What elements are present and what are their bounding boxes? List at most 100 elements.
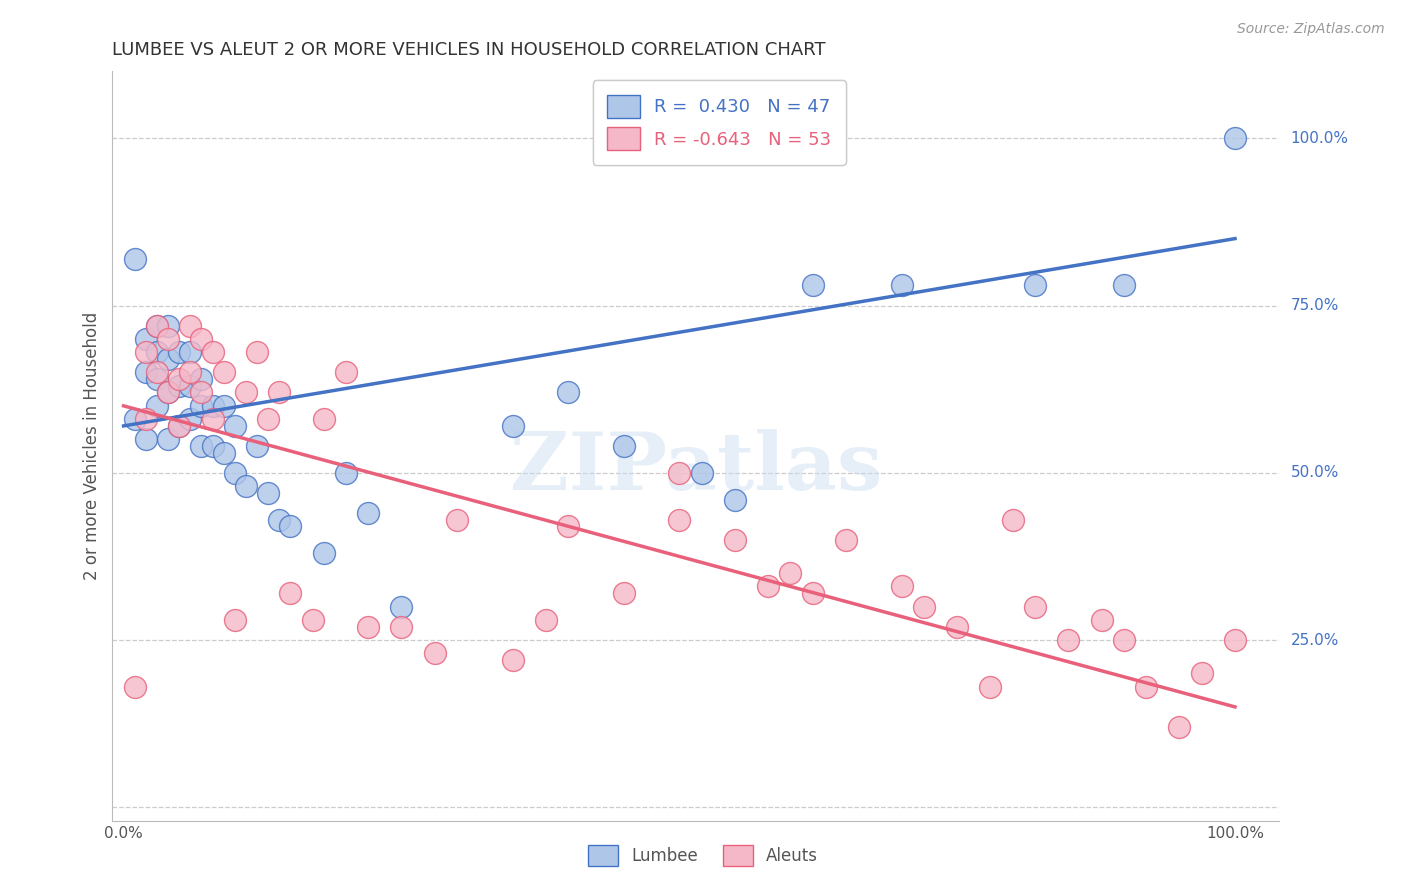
Point	[135, 433, 157, 447]
Point	[357, 620, 380, 634]
Point	[146, 366, 169, 380]
Point	[1057, 633, 1080, 648]
Point	[146, 345, 169, 359]
Point	[224, 419, 246, 434]
Point	[557, 519, 579, 533]
Point	[157, 433, 180, 447]
Point	[201, 439, 224, 453]
Point	[157, 385, 180, 400]
Point	[1091, 613, 1114, 627]
Point	[801, 278, 824, 293]
Point	[179, 318, 201, 333]
Text: Source: ZipAtlas.com: Source: ZipAtlas.com	[1237, 22, 1385, 37]
Point	[257, 412, 280, 426]
Text: 25.0%: 25.0%	[1291, 632, 1339, 648]
Point	[502, 419, 524, 434]
Point	[190, 399, 212, 413]
Point	[613, 439, 636, 453]
Point	[1191, 666, 1213, 681]
Point	[212, 366, 235, 380]
Point	[135, 345, 157, 359]
Point	[224, 466, 246, 480]
Point	[534, 613, 557, 627]
Point	[257, 486, 280, 500]
Point	[1168, 720, 1191, 734]
Point	[557, 385, 579, 400]
Point	[212, 446, 235, 460]
Point	[124, 680, 146, 694]
Point	[135, 366, 157, 380]
Point	[246, 439, 269, 453]
Point	[724, 492, 747, 507]
Point	[190, 332, 212, 346]
Point	[1001, 513, 1024, 527]
Point	[835, 533, 858, 547]
Point	[146, 318, 169, 333]
Text: 75.0%: 75.0%	[1291, 298, 1339, 313]
Point	[269, 513, 291, 527]
Point	[179, 366, 201, 380]
Point	[179, 379, 201, 393]
Point	[502, 653, 524, 667]
Point	[1024, 599, 1046, 614]
Point	[801, 586, 824, 600]
Point	[167, 345, 190, 359]
Point	[167, 419, 190, 434]
Point	[190, 439, 212, 453]
Point	[201, 412, 224, 426]
Point	[278, 586, 301, 600]
Point	[335, 366, 357, 380]
Point	[201, 345, 224, 359]
Point	[1112, 633, 1135, 648]
Point	[235, 385, 257, 400]
Point	[124, 252, 146, 266]
Point	[724, 533, 747, 547]
Point	[146, 372, 169, 386]
Point	[890, 580, 912, 594]
Point	[124, 412, 146, 426]
Point	[1112, 278, 1135, 293]
Point	[167, 372, 190, 386]
Point	[912, 599, 935, 614]
Legend: R =  0.430   N = 47, R = -0.643   N = 53: R = 0.430 N = 47, R = -0.643 N = 53	[593, 80, 846, 165]
Point	[190, 385, 212, 400]
Point	[135, 332, 157, 346]
Point	[212, 399, 235, 413]
Point	[423, 646, 446, 660]
Point	[357, 506, 380, 520]
Point	[146, 318, 169, 333]
Text: 100.0%: 100.0%	[1291, 131, 1348, 145]
Point	[1223, 131, 1246, 145]
Point	[1135, 680, 1157, 694]
Point	[1223, 633, 1246, 648]
Point	[979, 680, 1001, 694]
Point	[201, 399, 224, 413]
Point	[146, 399, 169, 413]
Point	[157, 352, 180, 367]
Point	[391, 599, 413, 614]
Text: ZIPatlas: ZIPatlas	[510, 429, 882, 508]
Point	[157, 318, 180, 333]
Point	[190, 372, 212, 386]
Point	[235, 479, 257, 493]
Point	[890, 278, 912, 293]
Point	[167, 379, 190, 393]
Point	[668, 466, 690, 480]
Text: 50.0%: 50.0%	[1291, 466, 1339, 480]
Point	[312, 412, 335, 426]
Point	[179, 412, 201, 426]
Point	[246, 345, 269, 359]
Point	[613, 586, 636, 600]
Point	[335, 466, 357, 480]
Point	[312, 546, 335, 560]
Point	[301, 613, 323, 627]
Point	[135, 412, 157, 426]
Point	[1024, 278, 1046, 293]
Point	[157, 385, 180, 400]
Point	[946, 620, 969, 634]
Point	[446, 513, 468, 527]
Y-axis label: 2 or more Vehicles in Household: 2 or more Vehicles in Household	[83, 312, 101, 580]
Point	[179, 345, 201, 359]
Point	[269, 385, 291, 400]
Point	[278, 519, 301, 533]
